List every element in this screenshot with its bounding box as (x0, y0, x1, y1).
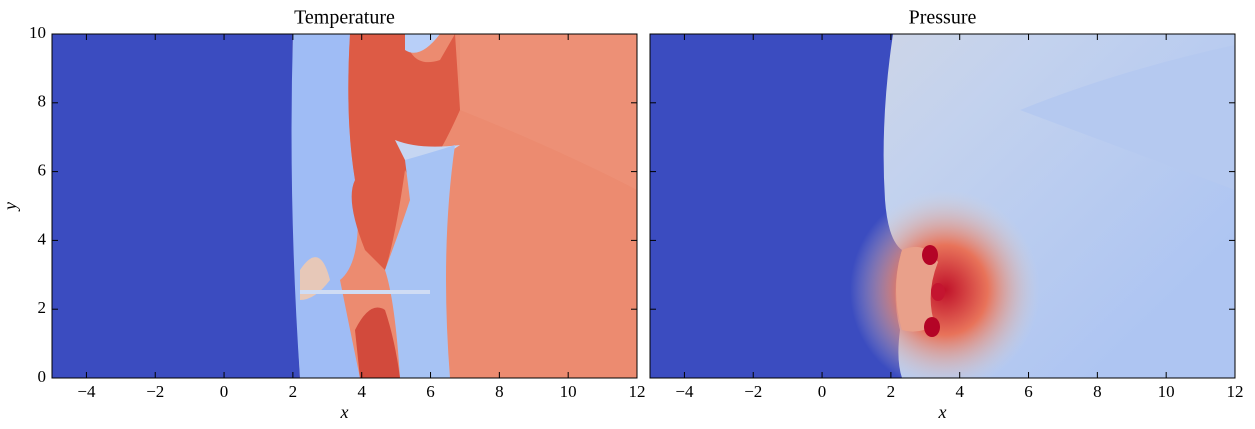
x-tick-label: −4 (675, 382, 694, 401)
x-tick-label: 12 (1227, 382, 1244, 401)
y-tick-label: 6 (38, 161, 47, 180)
x-tick-label: 10 (1158, 382, 1175, 401)
y-axis-label: y (0, 202, 20, 212)
plot-frame (51, 33, 638, 379)
x-tick-label: 2 (887, 382, 896, 401)
y-tick-label: 8 (38, 92, 47, 111)
x-tick-label: −2 (146, 382, 164, 401)
y-tick-label: 4 (38, 229, 47, 248)
x-tick-label: 8 (1093, 382, 1102, 401)
x-tick-label: 2 (289, 382, 298, 401)
temperature-field (52, 34, 637, 378)
x-tick-label: 10 (560, 382, 577, 401)
x-tick-label: 0 (818, 382, 827, 401)
chart-title: Temperature (294, 7, 395, 29)
x-tick-label: 0 (220, 382, 229, 401)
pressure-field (650, 34, 1235, 378)
x-tick-label: 8 (495, 382, 504, 401)
x-axis-label: x (340, 402, 349, 422)
x-axis-label: x (938, 402, 947, 422)
x-tick-label: 4 (357, 382, 366, 401)
y-tick-label: 2 (38, 298, 47, 317)
x-tick-label: −4 (77, 382, 96, 401)
x-tick-label: 6 (426, 382, 435, 401)
x-tick-label: 6 (1024, 382, 1033, 401)
x-tick-label: 4 (955, 382, 964, 401)
y-tick-label: 0 (38, 367, 47, 386)
x-tick-label: −2 (744, 382, 762, 401)
x-tick-label: 12 (629, 382, 646, 401)
y-tick-label: 10 (29, 23, 46, 42)
chart-title: Pressure (909, 7, 977, 29)
plot-frame (649, 33, 1236, 379)
